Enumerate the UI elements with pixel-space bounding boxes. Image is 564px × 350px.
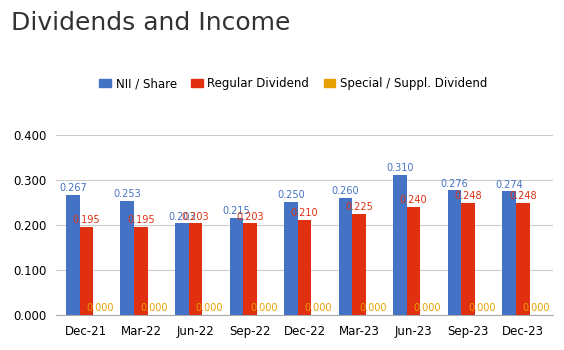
Text: 0.203: 0.203 <box>168 212 196 222</box>
Text: 0.000: 0.000 <box>86 303 114 313</box>
Text: 0.000: 0.000 <box>195 303 223 313</box>
Text: 0.274: 0.274 <box>495 180 523 190</box>
Text: 0.000: 0.000 <box>413 303 441 313</box>
Bar <box>134 227 148 315</box>
Text: 0.203: 0.203 <box>182 212 209 222</box>
Text: 0.253: 0.253 <box>113 189 141 199</box>
Bar <box>243 223 257 315</box>
Bar <box>352 214 366 315</box>
Bar <box>393 175 407 315</box>
Bar <box>230 218 243 315</box>
Text: 0.248: 0.248 <box>455 191 482 201</box>
Bar <box>284 202 298 315</box>
Text: 0.195: 0.195 <box>73 215 100 225</box>
Bar <box>298 220 311 315</box>
Text: 0.000: 0.000 <box>468 303 496 313</box>
Text: 0.203: 0.203 <box>236 212 264 222</box>
Text: 0.250: 0.250 <box>277 190 305 201</box>
Bar <box>503 191 516 315</box>
Bar <box>189 223 202 315</box>
Text: 0.000: 0.000 <box>523 303 550 313</box>
Bar <box>448 190 461 315</box>
Bar <box>461 203 475 315</box>
Text: 0.210: 0.210 <box>291 209 318 218</box>
Text: 0.215: 0.215 <box>223 206 250 216</box>
Legend: NII / Share, Regular Dividend, Special / Suppl. Dividend: NII / Share, Regular Dividend, Special /… <box>94 72 492 95</box>
Bar <box>80 227 93 315</box>
Text: 0.195: 0.195 <box>127 215 155 225</box>
Text: 0.000: 0.000 <box>305 303 332 313</box>
Text: 0.000: 0.000 <box>359 303 386 313</box>
Bar <box>338 198 352 315</box>
Text: 0.260: 0.260 <box>332 186 359 196</box>
Text: 0.248: 0.248 <box>509 191 536 201</box>
Text: 0.225: 0.225 <box>345 202 373 212</box>
Bar <box>66 195 80 315</box>
Bar <box>516 203 530 315</box>
Text: Dividends and Income: Dividends and Income <box>11 10 290 35</box>
Bar <box>175 223 189 315</box>
Text: 0.310: 0.310 <box>386 163 414 173</box>
Text: 0.276: 0.276 <box>440 179 469 189</box>
Text: 0.267: 0.267 <box>59 183 87 193</box>
Text: 0.000: 0.000 <box>141 303 168 313</box>
Text: 0.000: 0.000 <box>250 303 277 313</box>
Bar <box>121 201 134 315</box>
Text: 0.240: 0.240 <box>400 195 428 205</box>
Bar <box>407 207 420 315</box>
